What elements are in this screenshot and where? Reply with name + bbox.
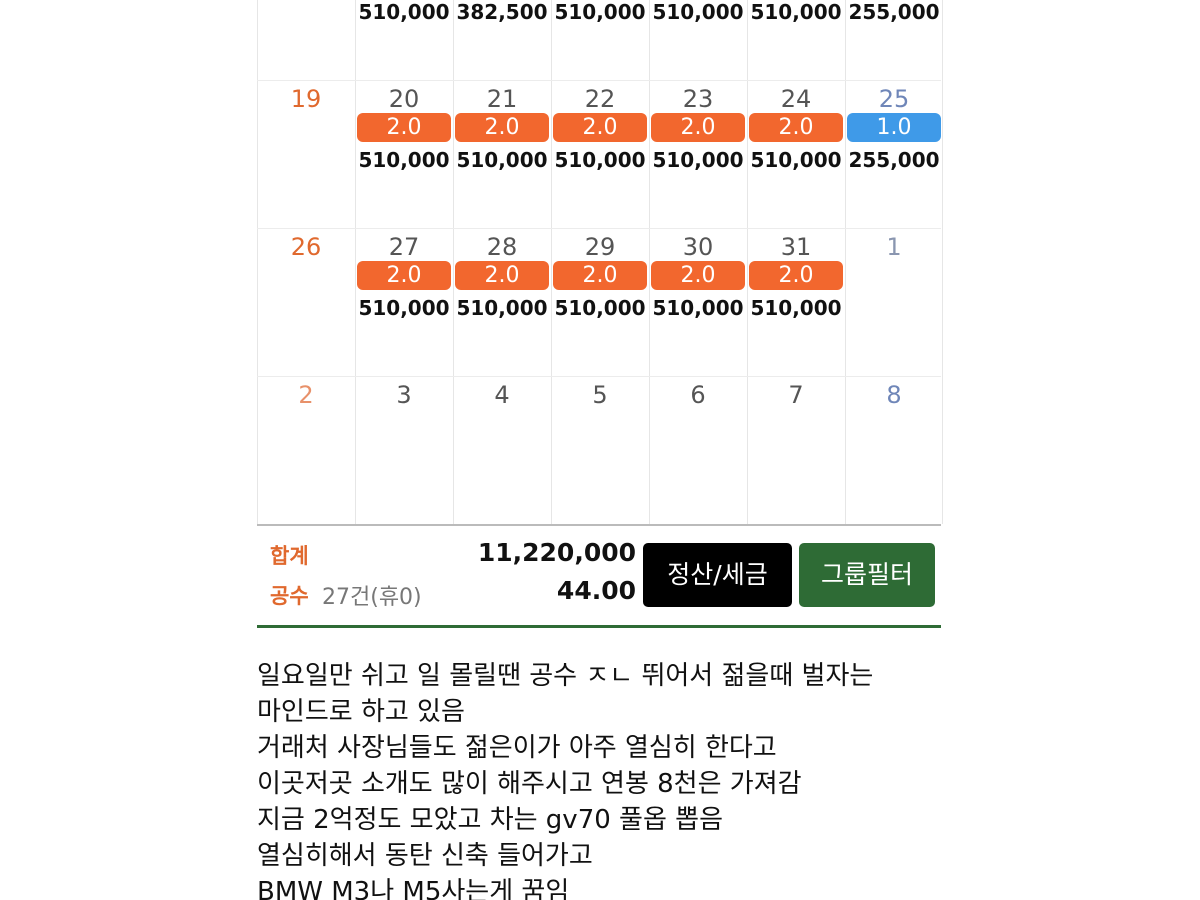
amount: 382,500 — [456, 0, 548, 24]
day-number: 8 — [886, 381, 902, 409]
post-line: 지금 2억정도 모았고 차는 gv70 풀옵 뽑음 — [257, 805, 723, 835]
amount: 510,000 — [554, 296, 646, 320]
amount: 510,000 — [456, 148, 548, 172]
day-number: 20 — [388, 85, 420, 113]
count-note: 27건(휴0) — [322, 585, 422, 610]
day-number: 7 — [788, 381, 804, 409]
day-number: 6 — [690, 381, 706, 409]
amount: 255,000 — [848, 148, 940, 172]
grid-line — [453, 0, 454, 524]
day-number: 3 — [396, 381, 412, 409]
total: 11,220,000 — [477, 538, 636, 567]
amount: 510,000 — [750, 148, 842, 172]
amount: 510,000 — [652, 148, 744, 172]
grid-line — [649, 0, 650, 524]
work-badge: 2.0 — [651, 113, 745, 142]
work-badge: 2.0 — [553, 261, 647, 290]
day-number: 25 — [878, 85, 910, 113]
work-badge: 1.0 — [847, 113, 941, 142]
amount: 510,000 — [358, 296, 450, 320]
work-badge: 2.0 — [455, 113, 549, 142]
amount: 510,000 — [456, 296, 548, 320]
grid-line — [257, 376, 941, 377]
day-number: 27 — [388, 233, 420, 261]
grid-line — [257, 80, 941, 81]
grid-line — [257, 228, 941, 229]
day-number: 23 — [682, 85, 714, 113]
amount: 510,000 — [554, 0, 646, 24]
amount: 510,000 — [652, 296, 744, 320]
post-line: 거래처 사장님들도 젊은이가 아주 열심히 한다고 — [257, 733, 777, 763]
work-badge: 2.0 — [455, 261, 549, 290]
day-number: 5 — [592, 381, 608, 409]
amount: 510,000 — [652, 0, 744, 24]
day-number: 22 — [584, 85, 616, 113]
day-number: 24 — [780, 85, 812, 113]
day-number: 4 — [494, 381, 510, 409]
grid-line — [257, 0, 258, 524]
total-label: 합계 — [270, 544, 309, 568]
day-number: 28 — [486, 233, 518, 261]
count: 44.00 — [556, 576, 636, 605]
grid-line — [845, 0, 846, 524]
divider — [257, 625, 941, 628]
post-line: 일요일만 쉬고 일 몰릴땐 공수 ㅈㄴ 뛰어서 젊을때 벌자는 — [257, 661, 874, 691]
work-badge: 2.0 — [553, 113, 647, 142]
divider — [257, 524, 941, 526]
post-line: 마인드로 하고 있음 — [257, 697, 465, 727]
grid-line — [355, 0, 356, 524]
grid-line — [942, 0, 943, 524]
work-badge: 2.0 — [357, 261, 451, 290]
amount: 510,000 — [750, 296, 842, 320]
grid-line — [551, 0, 552, 524]
group-filter-button[interactable]: 그룹필터 — [799, 543, 935, 607]
day-number: 1 — [886, 233, 902, 261]
day-number: 19 — [290, 85, 322, 113]
count-label: 공수 — [270, 584, 309, 608]
settle-button[interactable]: 정산/세금 — [643, 543, 792, 607]
amount: 510,000 — [750, 0, 842, 24]
post-line: 열심히해서 동탄 신축 들어가고 — [257, 841, 593, 871]
day-number: 2 — [298, 381, 314, 409]
work-badge: 2.0 — [651, 261, 745, 290]
work-badge: 2.0 — [357, 113, 451, 142]
amount: 510,000 — [358, 0, 450, 24]
day-number: 29 — [584, 233, 616, 261]
amount: 255,000 — [848, 0, 940, 24]
amount: 510,000 — [554, 148, 646, 172]
work-badge: 2.0 — [749, 261, 843, 290]
day-number: 26 — [290, 233, 322, 261]
post-line: 이곳저곳 소개도 많이 해주시고 연봉 8천은 가져감 — [257, 769, 802, 799]
day-number: 21 — [486, 85, 518, 113]
day-number: 31 — [780, 233, 812, 261]
post-line: BMW M3나 M5사는게 꿈임 — [257, 877, 570, 900]
grid-line — [747, 0, 748, 524]
work-badge: 2.0 — [749, 113, 843, 142]
amount: 510,000 — [358, 148, 450, 172]
day-number: 30 — [682, 233, 714, 261]
